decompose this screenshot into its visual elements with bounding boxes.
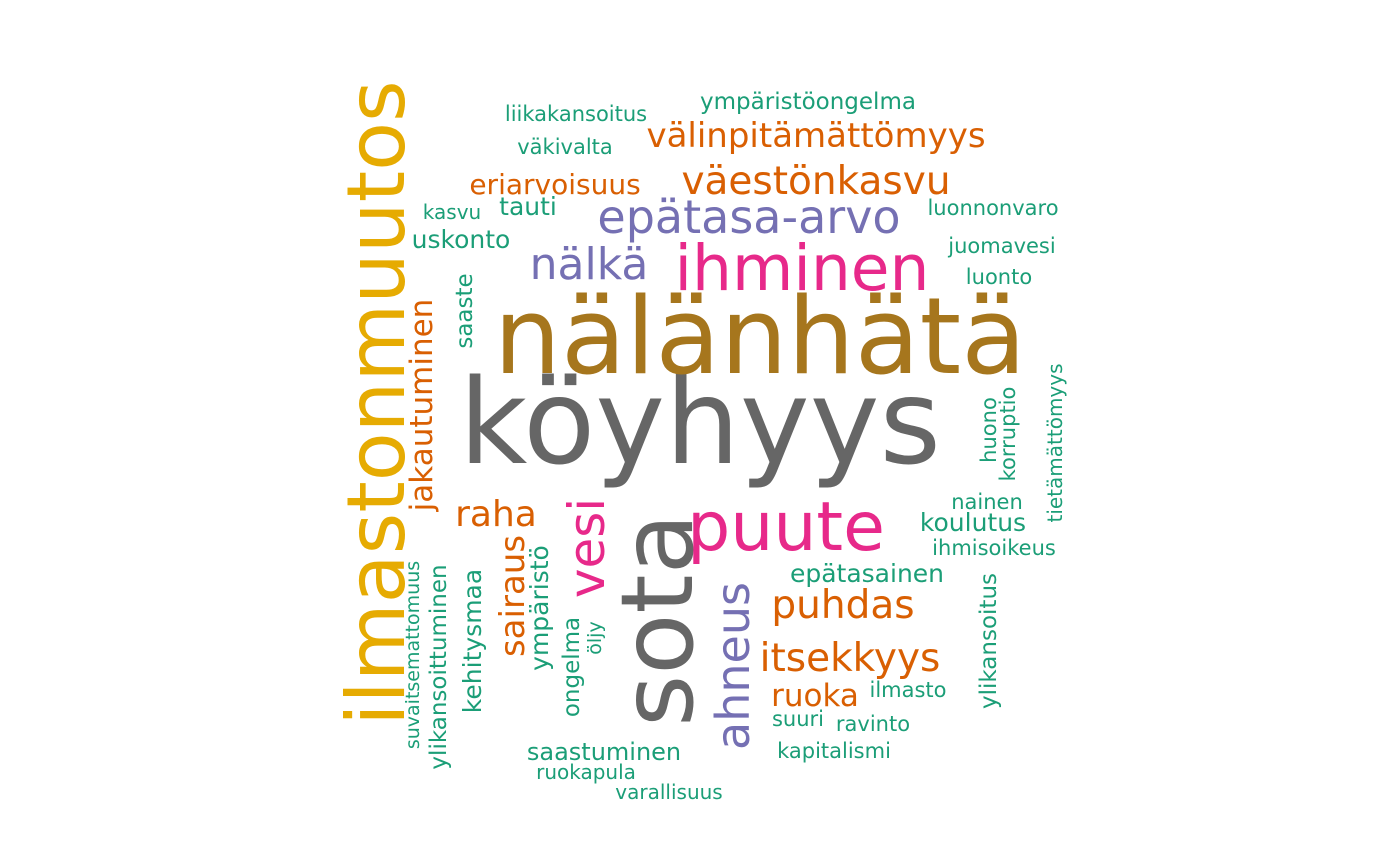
word-kapitalismi: kapitalismi	[777, 739, 891, 763]
word-ruokapula: ruokapula	[536, 760, 636, 784]
word-vaestonkasvu: väestönkasvu	[681, 159, 950, 204]
word-saaste: saaste	[452, 273, 478, 348]
word-ylikansoitus: ylikansoitus	[976, 573, 1002, 709]
word-sairaus: sairaus	[493, 535, 533, 657]
word-ahneus: ahneus	[706, 582, 760, 750]
word-luonto: luonto	[966, 265, 1032, 289]
word-korruptio: korruptio	[996, 387, 1020, 482]
word-koyhyys: köyhyys	[459, 353, 941, 491]
word-ihmisoikeus: ihmisoikeus	[932, 536, 1056, 560]
word-vesi: vesi	[558, 498, 616, 598]
word-huono: huono	[977, 397, 1001, 463]
word-nalanhata: nälänhätä	[494, 275, 1026, 398]
word-liikakansoitus: liikakansoitus	[505, 102, 647, 126]
word-suvaitsemattomuus: suvaitsemattomuus	[402, 561, 424, 749]
word-saastuminen: saastuminen	[527, 738, 681, 766]
word-valinpitamattomyys: välinpitämättömyys	[646, 116, 985, 156]
word-eriarvoisuus: eriarvoisuus	[469, 168, 640, 201]
word-epatasainen: epätasainen	[790, 559, 944, 588]
word-nalka: nälkä	[530, 239, 649, 290]
word-ruoka: ruoka	[771, 678, 859, 714]
word-koulutus: koulutus	[920, 508, 1026, 537]
word-ravinto: ravinto	[836, 712, 910, 736]
word-nainen: nainen	[951, 490, 1023, 514]
word-vakivalta: väkivalta	[517, 135, 613, 159]
word-ilmastonmuutos: ilmastonmuutos	[330, 80, 423, 725]
word-sota: sota	[599, 513, 716, 727]
word-suuri: suuri	[772, 707, 824, 731]
word-varallisuus: varallisuus	[615, 780, 722, 804]
word-tietamattomyys: tietämättömyys	[1043, 363, 1067, 522]
word-kasvu: kasvu	[423, 200, 481, 224]
word-puute: puute	[687, 488, 885, 567]
word-ylikansoittuminen: ylikansoittuminen	[426, 564, 452, 769]
word-jakautuminen: jakautuminen	[404, 299, 440, 513]
word-ymparistoongelma: ympäristöongelma	[700, 89, 916, 115]
word-kehitysmaa: kehitysmaa	[458, 569, 487, 713]
word-ongelma: ongelma	[559, 617, 585, 717]
word-itsekkyys: itsekkyys	[760, 636, 941, 681]
word-ihminen: ihminen	[675, 232, 930, 305]
word-epatasa-arvo: epätasa-arvo	[597, 190, 900, 244]
word-uskonto: uskonto	[412, 225, 511, 254]
word-oljy: öljy	[584, 621, 606, 654]
word-juomavesi: juomavesi	[947, 234, 1055, 258]
word-tauti: tauti	[499, 192, 557, 221]
word-puhdas: puhdas	[771, 583, 914, 628]
word-luonnonvaro: luonnonvaro	[927, 196, 1058, 220]
word-ymparisto: ympäristö	[525, 545, 554, 671]
word-raha: raha	[455, 494, 537, 535]
word-ilmasto: ilmasto	[869, 678, 946, 702]
